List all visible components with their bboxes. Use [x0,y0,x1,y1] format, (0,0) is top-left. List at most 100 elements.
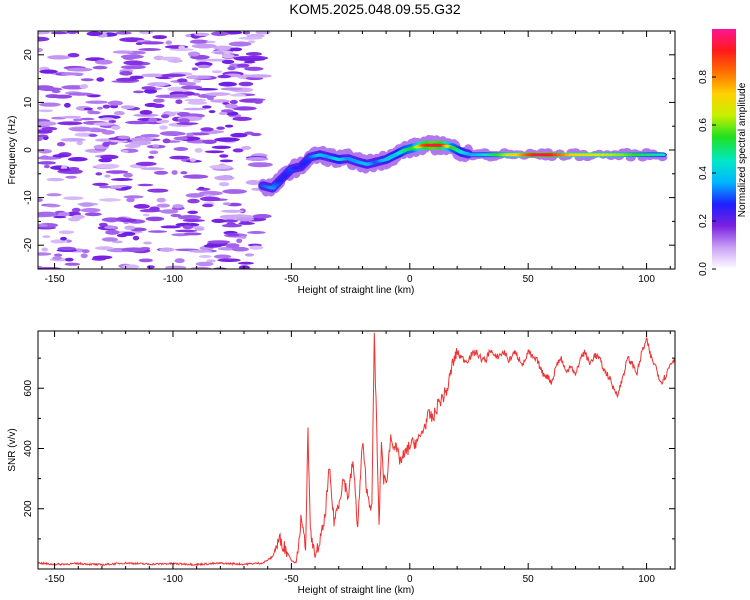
y-tick-label: 200 [23,500,34,517]
noise-speckle [217,258,241,263]
noise-speckle [214,51,225,55]
spectrogram-y-axis-label: Frequency (Hz) [7,116,18,185]
noise-speckle [132,90,145,94]
noise-speckle [241,145,252,150]
noise-speckle [235,217,255,222]
noise-speckle [177,215,202,220]
noise-speckle [94,163,120,169]
noise-speckle [132,235,140,241]
noise-speckle [208,110,216,114]
y-tick-label: -20 [23,238,34,253]
noise-speckle [38,198,43,202]
noise-speckle [173,136,189,141]
noise-speckle [242,31,251,35]
noise-speckle [79,117,95,121]
noise-speckle [81,249,90,254]
noise-speckle [61,115,82,119]
y-tick-label: 20 [23,49,34,61]
noise-speckle [232,106,257,111]
noise-speckle [38,31,50,35]
noise-speckle [140,167,165,171]
noise-speckle [141,86,156,90]
noise-speckle [187,51,201,57]
noise-speckle [209,164,233,170]
noise-speckle [138,258,153,263]
noise-speckle [185,193,205,198]
noise-speckle [225,243,240,249]
noise-speckle [142,213,150,217]
noise-speckle [153,170,169,175]
x-tick-label: 100 [638,574,655,585]
noise-speckle [222,189,248,194]
noise-speckle [39,102,61,107]
noise-speckle [181,85,203,90]
x-tick-label: 0 [407,574,413,585]
noise-speckle [58,230,75,234]
noise-speckle [38,47,44,53]
spectrogram-x-axis: -150 -100 -50 0 50 100 [45,31,671,285]
noise-speckle [104,225,119,230]
noise-speckle [175,222,200,227]
noise-speckle [84,212,102,217]
noise-speckle [224,103,238,109]
noise-speckle [60,72,84,76]
noise-speckle [101,237,118,242]
noise-speckle [47,55,71,60]
noise-speckle [104,174,111,178]
noise-speckle [169,155,190,160]
noise-speckle [185,34,192,38]
noise-speckle [218,81,237,87]
noise-speckle [222,202,232,206]
snr-line [38,332,675,567]
noise-speckle [121,186,132,190]
noise-speckle [148,155,155,159]
noise-speckle [236,238,243,244]
noise-speckle [148,230,167,233]
noise-speckle [205,58,228,62]
noise-speckle [180,171,188,175]
noise-speckle [38,223,48,227]
noise-speckle [207,97,215,101]
noise-speckle [108,119,117,124]
noise-speckle [242,58,266,61]
noise-speckle [92,65,108,70]
noise-speckle [143,241,152,245]
noise-speckle [226,233,240,237]
noise-speckle [182,174,209,179]
noise-speckle [113,111,125,116]
spectrogram-x-axis-label: Height of straight line (km) [298,285,415,296]
noise-speckle [115,217,128,221]
x-tick-label: 50 [523,574,535,585]
noise-speckle [232,148,244,153]
noise-speckle [94,246,114,251]
noise-speckle [86,31,103,37]
noise-speckle [161,73,187,78]
noise-speckle [116,77,136,82]
noise-speckle [88,133,98,137]
noise-speckle [187,198,200,204]
noise-speckle [187,101,208,105]
snr-x-axis: -150 -100 -50 0 50 100 [45,331,671,585]
x-tick-label: -100 [163,574,183,585]
noise-speckle [90,111,101,115]
noise-speckle [107,100,123,106]
noise-speckle [39,69,58,74]
noise-speckle [109,104,119,109]
noise-speckle [202,139,217,144]
noise-speckle [143,88,158,94]
noise-speckle [148,117,158,123]
noise-speckle [221,223,243,228]
noise-speckle [175,99,183,104]
noise-speckle [220,209,244,213]
spectrogram-plot-area [38,31,668,269]
noise-speckle [172,204,184,209]
noise-speckle [38,121,57,126]
noise-speckle [165,40,173,45]
noise-speckle [249,245,264,250]
noise-speckle [38,36,50,42]
noise-speckle [244,131,255,135]
noise-speckle [172,58,179,63]
noise-speckle [65,257,74,262]
noise-speckle [195,88,219,91]
